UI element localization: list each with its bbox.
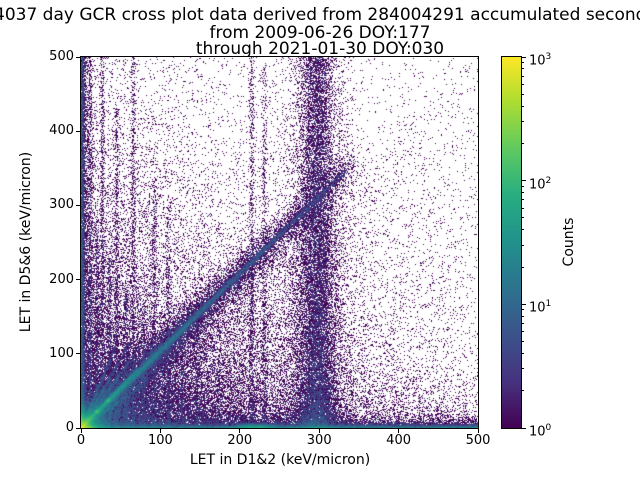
y-tick <box>76 279 80 281</box>
y-tick-label: 100 <box>49 345 74 361</box>
y-tick <box>76 204 80 206</box>
colorbar-label: Counts <box>561 217 577 267</box>
colorbar-minor-tick <box>522 266 524 268</box>
colorbar-minor-tick <box>522 331 524 333</box>
y-tick-label: 200 <box>49 271 74 287</box>
colorbar-minor-tick <box>522 217 524 219</box>
x-tick-label: 300 <box>306 433 332 448</box>
colorbar-minor-tick <box>522 68 524 70</box>
colorbar-minor-tick <box>522 353 524 355</box>
x-tick-label: 200 <box>227 433 253 448</box>
colorbar-minor-tick <box>522 207 524 209</box>
x-axis-label: LET in D1&2 (keV/micron) <box>189 452 371 468</box>
x-tick <box>159 429 161 433</box>
colorbar-tick-label: 100 <box>529 423 552 440</box>
colorbar-minor-tick <box>522 185 524 187</box>
colorbar-major-tick <box>522 427 526 429</box>
colorbar-minor-tick <box>522 229 524 231</box>
x-tick <box>398 429 400 433</box>
x-tick <box>318 429 320 433</box>
x-tick-label: 100 <box>147 433 173 448</box>
x-tick-label: 0 <box>76 433 86 448</box>
colorbar-minor-tick <box>522 322 524 324</box>
colorbar-minor-tick <box>522 244 524 246</box>
colorbar-minor-tick <box>522 199 524 201</box>
y-tick <box>76 130 80 132</box>
colorbar-minor-tick <box>522 309 524 311</box>
y-tick-label: 300 <box>49 197 74 213</box>
plot-area <box>80 56 479 429</box>
x-tick <box>239 429 241 433</box>
colorbar-major-tick <box>522 56 526 58</box>
heatmap-canvas <box>81 57 478 428</box>
y-axis-label: LET in D5&6 (keV/micron) <box>18 151 34 333</box>
y-tick <box>76 427 80 429</box>
colorbar-major-tick <box>522 180 526 182</box>
colorbar-minor-tick <box>522 83 524 85</box>
y-tick-label: 0 <box>65 420 74 435</box>
y-tick <box>76 56 80 58</box>
x-tick-label: 400 <box>386 433 412 448</box>
colorbar-minor-tick <box>522 341 524 343</box>
title-line-1: 4037 day GCR cross plot data derived fro… <box>0 5 640 25</box>
colorbar-minor-tick <box>522 142 524 144</box>
x-tick-label: 500 <box>465 433 491 448</box>
colorbar-tick-label: 101 <box>529 299 552 316</box>
y-tick-label: 400 <box>49 123 74 139</box>
colorbar-minor-tick <box>522 93 524 95</box>
colorbar-tick-label: 103 <box>529 52 552 69</box>
x-tick <box>477 429 479 433</box>
x-tick <box>80 429 82 433</box>
y-tick <box>76 353 80 355</box>
colorbar <box>501 56 522 429</box>
colorbar-minor-tick <box>522 121 524 123</box>
colorbar-minor-tick <box>522 105 524 107</box>
colorbar-minor-tick <box>522 390 524 392</box>
colorbar-minor-tick <box>522 75 524 77</box>
y-tick-label: 500 <box>49 49 74 64</box>
colorbar-major-tick <box>522 303 526 305</box>
colorbar-gradient <box>502 57 521 428</box>
colorbar-tick-label: 102 <box>529 175 552 192</box>
title-line-3: through 2021-01-30 DOY:030 <box>195 39 445 59</box>
colorbar-minor-tick <box>522 315 524 317</box>
colorbar-minor-tick <box>522 368 524 370</box>
colorbar-minor-tick <box>522 62 524 64</box>
title-line-2: from 2009-06-26 DOY:177 <box>209 23 431 43</box>
colorbar-minor-tick <box>522 192 524 194</box>
